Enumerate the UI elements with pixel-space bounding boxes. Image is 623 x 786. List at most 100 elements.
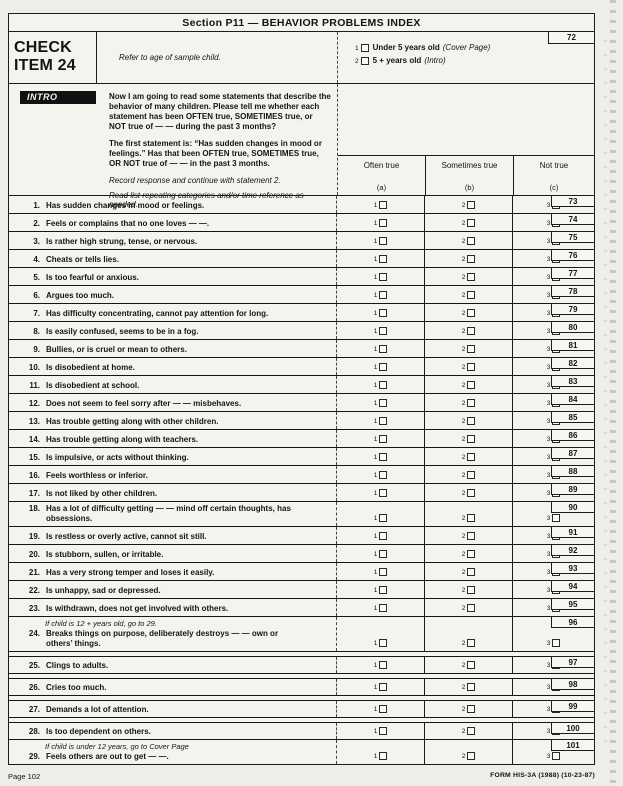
often-true-checkbox[interactable]	[379, 683, 388, 691]
sometimes-true-checkbox[interactable]	[467, 273, 476, 281]
often-true-checkbox[interactable]	[379, 363, 388, 371]
sometimes-true-checkbox[interactable]	[467, 201, 476, 209]
card-column-box: 75	[551, 231, 595, 243]
often-true-checkbox[interactable]	[379, 604, 388, 612]
sometimes-true-checkbox[interactable]	[467, 219, 476, 227]
often-true-checkbox[interactable]	[379, 381, 388, 389]
not-true-cell: 3 91	[512, 526, 595, 544]
often-true-checkbox[interactable]	[379, 727, 388, 735]
card-column-box: 82	[551, 357, 595, 369]
often-true-checkbox[interactable]	[379, 435, 388, 443]
often-true-checkbox[interactable]	[379, 201, 388, 209]
sometimes-true-checkbox[interactable]	[467, 705, 476, 713]
often-true-checkbox[interactable]	[379, 345, 388, 353]
sometimes-true-cell: 2	[424, 701, 512, 717]
often-true-checkbox[interactable]	[379, 237, 388, 245]
sometimes-true-checkbox[interactable]	[467, 586, 476, 594]
sometimes-true-checkbox[interactable]	[467, 237, 476, 245]
sometimes-true-checkbox[interactable]	[467, 327, 476, 335]
often-true-checkbox[interactable]	[379, 309, 388, 317]
column-letter: (a)	[376, 183, 387, 192]
sometimes-true-checkbox[interactable]	[467, 345, 476, 353]
statement-text: Has trouble getting along with other chi…	[46, 417, 219, 426]
statement-text: Demands a lot of attention.	[46, 705, 149, 714]
statement-cell: If child is 12 + years old, go to 29. 24…	[9, 617, 336, 651]
age-checkbox[interactable]	[360, 57, 369, 65]
card-column-box: 97	[551, 656, 595, 668]
not-true-checkbox[interactable]	[552, 752, 561, 760]
not-true-cell: 3 84	[512, 393, 595, 411]
sometimes-true-checkbox[interactable]	[467, 514, 476, 522]
often-true-cell: 1	[336, 232, 424, 249]
page-footer: Page 102 FORM HIS-3A (1988) (10-23-87)	[8, 772, 595, 781]
sometimes-true-checkbox[interactable]	[467, 291, 476, 299]
sometimes-true-checkbox[interactable]	[467, 435, 476, 443]
age-checkbox[interactable]	[360, 44, 369, 52]
card-column-box: 86	[551, 429, 595, 441]
sometimes-true-checkbox[interactable]	[467, 532, 476, 540]
checkbox-code: 2	[461, 363, 466, 371]
statement-cell: 5. Is too fearful or anxious.	[9, 268, 336, 285]
often-true-checkbox[interactable]	[379, 291, 388, 299]
sometimes-true-cell: 2	[424, 723, 512, 739]
often-true-checkbox[interactable]	[379, 532, 388, 540]
often-true-checkbox[interactable]	[379, 219, 388, 227]
sometimes-true-checkbox[interactable]	[467, 255, 476, 263]
statement-number: 7.	[33, 309, 40, 318]
checkbox-code: 2	[461, 661, 466, 669]
often-true-checkbox[interactable]	[379, 705, 388, 713]
checkbox-code: 2	[461, 683, 466, 691]
sometimes-true-checkbox[interactable]	[467, 568, 476, 576]
card-column-box: 83	[551, 375, 595, 387]
sometimes-true-checkbox[interactable]	[467, 661, 476, 669]
often-true-checkbox[interactable]	[379, 417, 388, 425]
sometimes-true-checkbox[interactable]	[467, 727, 476, 735]
statement-text: Clings to adults.	[46, 661, 109, 670]
table-row: 8. Is easily confused, seems to be in a …	[9, 321, 595, 340]
sometimes-true-checkbox[interactable]	[467, 489, 476, 497]
often-true-checkbox[interactable]	[379, 568, 388, 576]
sometimes-true-checkbox[interactable]	[467, 453, 476, 461]
sometimes-true-checkbox[interactable]	[467, 399, 476, 407]
often-true-cell: 1	[336, 268, 424, 285]
often-true-checkbox[interactable]	[379, 453, 388, 461]
often-true-checkbox[interactable]	[379, 399, 388, 407]
sometimes-true-checkbox[interactable]	[467, 604, 476, 612]
sometimes-true-checkbox[interactable]	[467, 550, 476, 558]
statement-cell: 15. Is impulsive, or acts without thinki…	[9, 448, 336, 465]
often-true-checkbox[interactable]	[379, 489, 388, 497]
card-column-box: 78	[551, 285, 595, 297]
often-true-checkbox[interactable]	[379, 586, 388, 594]
intro-text: Now I am going to read some statements t…	[96, 91, 331, 209]
sometimes-true-checkbox[interactable]	[467, 471, 476, 479]
sometimes-true-checkbox[interactable]	[467, 309, 476, 317]
not-true-cell: 3 98	[512, 678, 595, 695]
often-true-cell: 1	[336, 617, 424, 651]
skip-instruction: If child is under 12 years, go to Cover …	[45, 742, 189, 751]
checkbox-code: 1	[373, 568, 378, 576]
not-true-checkbox[interactable]	[552, 514, 561, 522]
sometimes-true-checkbox[interactable]	[467, 363, 476, 371]
often-true-checkbox[interactable]	[379, 471, 388, 479]
sometimes-true-cell: 2	[424, 563, 512, 580]
sometimes-true-checkbox[interactable]	[467, 752, 476, 760]
table-row: 26. Cries too much. 1 2 3 98	[9, 678, 595, 696]
often-true-checkbox[interactable]	[379, 639, 388, 647]
sometimes-true-checkbox[interactable]	[467, 639, 476, 647]
not-true-checkbox[interactable]	[552, 639, 561, 647]
sometimes-true-cell: 2	[424, 376, 512, 393]
sometimes-true-checkbox[interactable]	[467, 417, 476, 425]
sometimes-true-checkbox[interactable]	[467, 381, 476, 389]
often-true-checkbox[interactable]	[379, 514, 388, 522]
option-goto: (Intro)	[424, 56, 446, 65]
often-true-checkbox[interactable]	[379, 273, 388, 281]
statement-number: 16.	[28, 471, 40, 480]
often-true-checkbox[interactable]	[379, 752, 388, 760]
sometimes-true-checkbox[interactable]	[467, 683, 476, 691]
often-true-checkbox[interactable]	[379, 327, 388, 335]
often-true-checkbox[interactable]	[379, 661, 388, 669]
often-true-checkbox[interactable]	[379, 255, 388, 263]
table-row: 13. Has trouble getting along with other…	[9, 411, 595, 430]
often-true-cell: 1	[336, 723, 424, 739]
often-true-checkbox[interactable]	[379, 550, 388, 558]
